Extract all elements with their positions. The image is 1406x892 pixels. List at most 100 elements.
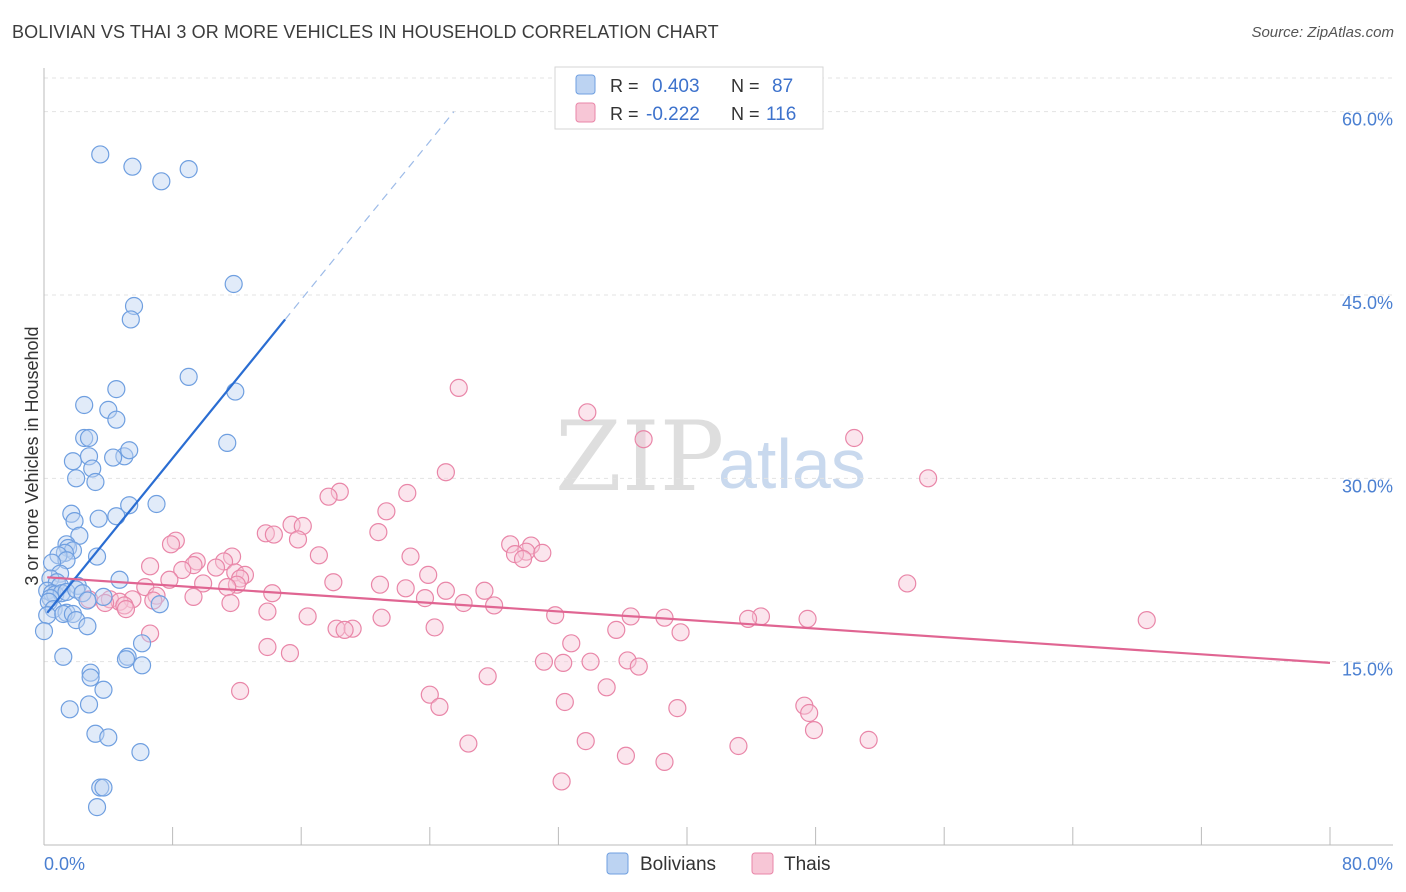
data-point [179, 367, 198, 386]
x-tick-min: 0.0% [44, 854, 85, 874]
data-point [99, 728, 118, 747]
data-point [562, 634, 581, 653]
data-point [120, 496, 139, 515]
data-point [280, 644, 300, 663]
data-point [533, 543, 552, 562]
data-point [132, 634, 152, 653]
data-point [475, 581, 494, 600]
data-point [87, 798, 107, 817]
data-point [729, 736, 748, 756]
data-point [324, 573, 343, 592]
bottom-legend-bolivians: Bolivians [640, 854, 716, 875]
data-point [335, 620, 354, 639]
data-point [63, 452, 83, 471]
bottom-legend-swatch-thais [751, 852, 774, 875]
data-point [152, 172, 171, 191]
data-point [107, 380, 126, 399]
data-point [534, 652, 554, 671]
data-point [184, 587, 203, 606]
data-point [67, 469, 86, 488]
data-point [309, 546, 328, 565]
series-legend: Bolivians Thais [606, 852, 830, 875]
data-point [107, 507, 126, 526]
data-point [67, 611, 86, 630]
data-point [454, 593, 473, 613]
legend-n-value-2: 116 [766, 104, 796, 125]
legend-r-value-1: 0.403 [652, 76, 700, 97]
data-point [94, 778, 113, 797]
watermark-atlas: atlas [718, 425, 866, 503]
data-point [140, 557, 160, 576]
data-point [629, 657, 648, 676]
legend-r-label-2: R = [610, 104, 639, 124]
axes [43, 68, 1393, 846]
x-tick-max: 80.0% [1342, 854, 1393, 874]
data-point [449, 378, 468, 397]
data-point [120, 441, 139, 460]
data-point [218, 433, 237, 452]
data-point [554, 653, 573, 672]
chart-title: BOLIVIAN VS THAI 3 OR MORE VEHICLES IN H… [12, 22, 719, 42]
data-point [845, 428, 864, 448]
data-point [132, 656, 152, 675]
bolivian-trend-line [46, 318, 286, 614]
data-point [179, 160, 198, 179]
data-point [370, 575, 390, 594]
data-point [597, 678, 616, 697]
data-point [81, 663, 100, 682]
data-point [221, 593, 240, 613]
data-point [501, 535, 520, 554]
y-tick-label: 60.0% [1342, 110, 1393, 130]
legend-n-label-2: N = [731, 104, 760, 124]
data-point [83, 459, 102, 478]
source-credit: Source: ZipAtlas.com [1251, 24, 1394, 41]
data-point [226, 382, 245, 401]
data-point [78, 617, 97, 636]
y-tick-label: 45.0% [1342, 293, 1393, 313]
bottom-legend-swatch-bolivians [606, 852, 629, 875]
data-point [81, 668, 100, 687]
data-point [264, 525, 283, 544]
data-point [94, 680, 113, 699]
bolivian-points [34, 145, 245, 817]
data-point [224, 274, 243, 294]
data-point [618, 651, 637, 670]
data-point [91, 145, 110, 164]
data-point [1137, 611, 1156, 630]
legend-swatch-bolivians [575, 74, 596, 95]
data-point [521, 536, 541, 555]
data-point [798, 609, 817, 628]
data-point [124, 296, 144, 316]
y-axis-label: 3 or more Vehicles in Household [22, 326, 42, 585]
data-point [288, 530, 308, 549]
data-point [54, 647, 73, 666]
data-point [79, 428, 99, 448]
data-point [298, 607, 317, 626]
data-point [919, 469, 938, 488]
data-point [859, 730, 878, 749]
data-point [116, 600, 136, 619]
data-point [546, 606, 565, 625]
data-point [398, 483, 417, 503]
data-point [86, 472, 105, 492]
data-point [576, 732, 595, 751]
data-point [513, 549, 533, 569]
data-point [60, 700, 79, 719]
data-point [218, 578, 237, 597]
bottom-legend-thais: Thais [784, 854, 830, 875]
data-point [161, 535, 181, 554]
data-point [616, 746, 636, 765]
data-point [95, 593, 115, 613]
y-tick-labels: 15.0% 30.0% 45.0% 60.0% [1342, 110, 1393, 680]
data-point [87, 547, 107, 566]
data-point [75, 428, 94, 448]
data-point [372, 608, 391, 627]
trend-lines [46, 111, 1331, 664]
data-point [436, 463, 455, 482]
data-point [184, 556, 203, 575]
data-point [898, 574, 917, 593]
legend-box [554, 66, 824, 130]
data-point [78, 591, 97, 610]
data-point [581, 652, 600, 671]
